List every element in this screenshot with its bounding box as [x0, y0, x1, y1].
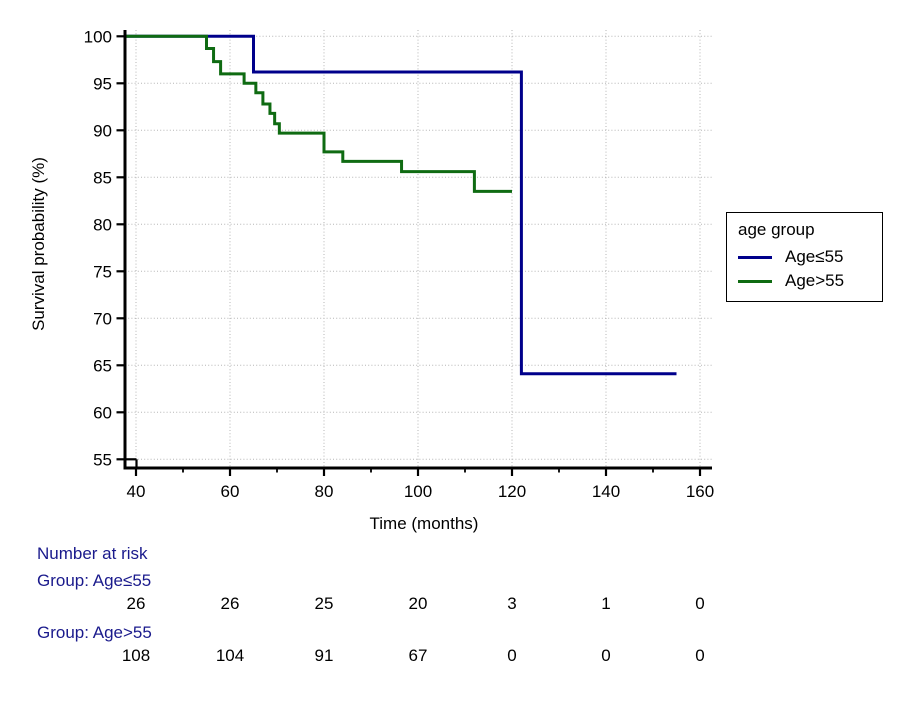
x-tick-label: 140: [592, 482, 620, 501]
risk-row-age-le-55: 26 26 25 20 3 1 0: [0, 594, 924, 614]
risk-row-age-gt-55: 108 104 91 67 0 0 0: [0, 646, 924, 666]
y-tick-label: 100: [84, 27, 112, 46]
x-tick-label: 160: [686, 482, 714, 501]
risk-count: 67: [408, 646, 428, 665]
y-axis-title: Survival probability (%): [29, 157, 48, 331]
x-tick-label: 80: [315, 482, 334, 501]
risk-count: 0: [695, 646, 705, 665]
x-axis-title: Time (months): [369, 514, 479, 533]
y-tick-label: 65: [93, 356, 112, 375]
risk-table-title: Number at risk: [37, 544, 148, 563]
legend-line-swatch-green: [738, 279, 772, 283]
risk-count: 20: [408, 594, 428, 613]
y-tick-label: 80: [93, 215, 112, 234]
legend-line-swatch-navy: [738, 255, 772, 259]
x-tick-label: 120: [498, 482, 526, 501]
risk-count: 3: [507, 594, 517, 613]
risk-count: 1: [601, 594, 611, 613]
x-tick-label: 40: [127, 482, 146, 501]
legend-item-age-gt-55: Age>55: [738, 269, 882, 293]
legend-item-label: Age>55: [785, 271, 845, 290]
legend-title: age group: [738, 220, 815, 239]
risk-count: 91: [314, 646, 334, 665]
y-tick-label: 55: [93, 450, 112, 469]
legend-item-age-le-55: Age≤55: [738, 245, 882, 269]
risk-group-label-age-le-55: Group: Age≤55: [37, 571, 152, 590]
survival-curve-age-le-55: [126, 34, 677, 376]
legend-item-label: Age≤55: [785, 247, 844, 266]
y-tick-label: 90: [93, 121, 112, 140]
x-tick-label: 60: [221, 482, 240, 501]
risk-count: 104: [215, 646, 245, 665]
y-tick-label: 70: [93, 309, 112, 328]
survival-curve-age-gt-55: [126, 34, 512, 193]
risk-count: 0: [507, 646, 517, 665]
risk-count: 0: [601, 646, 611, 665]
y-tick-label: 85: [93, 168, 112, 187]
risk-count: 26: [126, 594, 146, 613]
y-tick-label: 95: [93, 74, 112, 93]
risk-count: 26: [220, 594, 240, 613]
risk-count: 0: [695, 594, 705, 613]
legend-box: age group Age≤55 Age>55: [726, 212, 883, 302]
risk-count: 25: [314, 594, 334, 613]
y-tick-label: 75: [93, 262, 112, 281]
x-tick-label: 100: [404, 482, 432, 501]
risk-group-label-age-gt-55: Group: Age>55: [37, 623, 152, 642]
y-tick-label: 60: [93, 403, 112, 422]
risk-count: 108: [121, 646, 151, 665]
